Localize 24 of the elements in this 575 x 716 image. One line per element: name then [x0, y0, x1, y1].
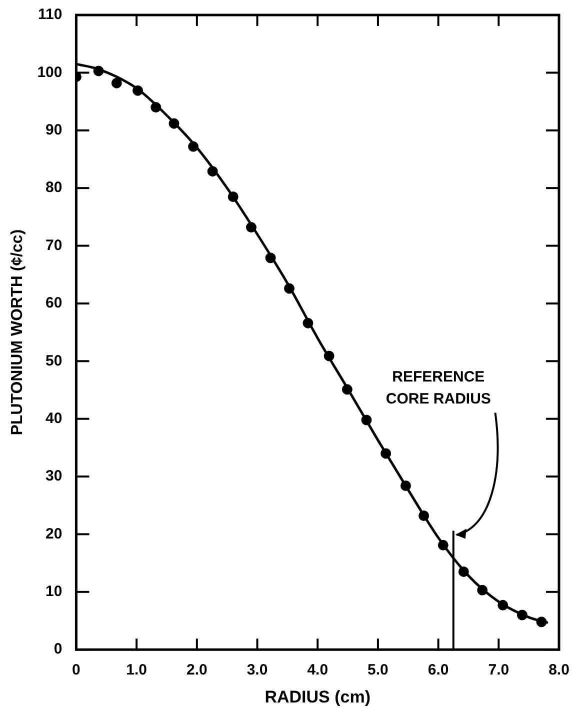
x-tick-label: 5.0 — [368, 662, 388, 679]
y-tick-label: 30 — [46, 468, 62, 485]
y-tick-label: 20 — [46, 525, 62, 542]
y-axis-title: PLUTONIUM WORTH (¢/cc) — [9, 229, 26, 436]
x-axis-title: RADIUS (cm) — [264, 687, 371, 706]
y-tick-label: 90 — [46, 122, 62, 139]
x-tick-label: 2.0 — [186, 662, 208, 679]
y-tick-label: 0 — [54, 640, 62, 658]
x-tick-label: 0 — [72, 662, 80, 679]
x-tick-label: 8.0 — [548, 662, 570, 679]
y-tick-label: 100 — [37, 64, 62, 81]
x-tick-label: 3.0 — [246, 662, 268, 679]
y-tick-label: 70 — [46, 236, 62, 254]
y-tick-label: 50 — [46, 352, 62, 370]
x-tick-label: 4.0 — [307, 662, 328, 679]
ref-line-label: REFERENCE CORE RADIUS — [386, 368, 491, 408]
x-tick-label: 6.0 — [428, 662, 449, 679]
x-tick-label: 7.0 — [488, 662, 510, 679]
y-tick-label: 110 — [38, 6, 62, 24]
y-tick-label: 40 — [46, 410, 62, 427]
y-tick-label: 10 — [46, 583, 62, 600]
y-tick-label: 60 — [46, 294, 62, 312]
y-tick-label: 80 — [46, 179, 62, 196]
x-tick-label: 1.0 — [126, 662, 148, 679]
